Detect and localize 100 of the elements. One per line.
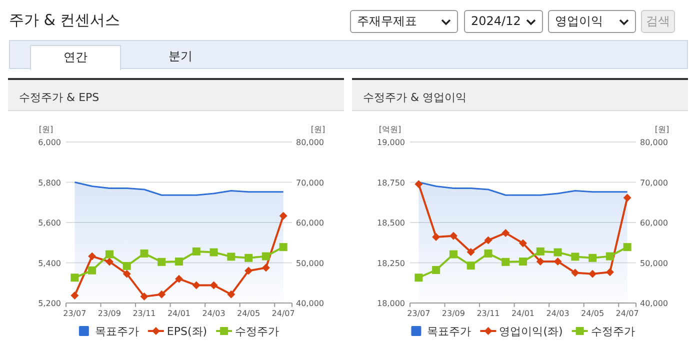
point (122, 262, 131, 270)
point (210, 281, 218, 290)
point (536, 257, 544, 266)
point (432, 232, 440, 241)
legend-label: 목표주가 (427, 325, 472, 338)
point (554, 248, 562, 256)
y-axis-title: [억원] (378, 125, 402, 134)
x-tick-label: 23/07 (63, 309, 86, 318)
point (262, 264, 270, 272)
y2-tick-label: 60,000 (640, 218, 668, 228)
point (88, 266, 96, 274)
legend-label: EPS(좌) (166, 325, 208, 338)
point (279, 243, 288, 252)
point (484, 236, 492, 244)
legend-label: 수정주가 (590, 325, 635, 338)
x-tick-label: 23/07 (407, 309, 430, 318)
x-tick-label: 24/03 (202, 309, 226, 318)
point (449, 250, 458, 258)
y2-tick-label: 60,000 (296, 218, 324, 228)
legend-label: 목표주가 (94, 325, 139, 338)
point (105, 250, 114, 258)
chart-title: 수정주가 & EPS (19, 90, 100, 105)
point (588, 254, 597, 262)
point (554, 257, 562, 266)
y-tick-label: 19,000 (377, 138, 405, 147)
y-tick-label: 18,250 (377, 258, 405, 268)
point (571, 268, 580, 277)
point (210, 248, 218, 256)
text: 검색 (641, 10, 675, 33)
point (175, 274, 183, 283)
point (279, 212, 288, 220)
point (192, 281, 200, 290)
y2-tick-label: 50,000 (296, 258, 324, 268)
point (70, 292, 79, 300)
point (158, 258, 166, 266)
y-tick-label: 6,000 (38, 138, 61, 147)
y-axis-title: [원] (38, 125, 54, 134)
point (466, 262, 475, 270)
point (244, 254, 253, 262)
point (571, 252, 580, 261)
y2-tick-label: 50,000 (640, 258, 668, 268)
point (140, 249, 148, 258)
text: 2024/12 (464, 10, 543, 33)
point (536, 247, 544, 256)
point (502, 258, 510, 266)
point (105, 258, 114, 266)
point (588, 270, 597, 278)
text: 주재무제표 (350, 10, 458, 33)
point (227, 252, 236, 261)
y-tick-label: 18,500 (377, 218, 405, 228)
x-tick-label: 24/05 (237, 309, 260, 318)
x-tick-label: 24/01 (167, 309, 191, 318)
y-tick-label: 18,000 (377, 299, 405, 308)
y-tick-label: 5,200 (38, 299, 61, 308)
text: 영업이익 (548, 10, 636, 33)
point (227, 290, 236, 298)
y2-axis-title: [원] (310, 125, 326, 134)
point (466, 248, 475, 256)
point (502, 228, 510, 237)
y-tick-label: 5,400 (38, 258, 61, 268)
legend-label: 영업이익(좌) (499, 325, 563, 338)
point (519, 239, 527, 248)
text: 주가 & 컨센서스 (9, 11, 120, 30)
y2-tick-label: 70,000 (640, 178, 668, 188)
text: 연간 (30, 45, 121, 70)
point (158, 290, 166, 298)
point (140, 292, 148, 301)
y2-tick-label: 40,000 (296, 299, 324, 308)
y-tick-label: 5,600 (38, 218, 61, 228)
point (122, 270, 131, 278)
point (432, 266, 440, 274)
y2-tick-label: 80,000 (296, 138, 324, 147)
point (606, 252, 614, 260)
point (262, 252, 270, 260)
y2-tick-label: 80,000 (640, 138, 668, 147)
point (414, 180, 423, 188)
text: 분기 (168, 48, 194, 65)
x-tick-label: 23/11 (132, 309, 156, 318)
y-tick-label: 18,750 (377, 178, 405, 188)
point (484, 249, 492, 258)
y2-tick-label: 40,000 (640, 299, 668, 308)
legend-label: 수정주가 (235, 325, 280, 338)
x-tick-label: 23/11 (476, 309, 500, 318)
chart-title: 수정주가 & 영업이익 (363, 90, 467, 105)
y-tick-label: 5,800 (38, 178, 61, 188)
point (449, 232, 458, 240)
point (606, 268, 614, 276)
x-tick-label: 23/09 (442, 309, 465, 318)
point (244, 266, 253, 275)
point (414, 274, 423, 282)
point (623, 194, 632, 202)
x-tick-label: 24/07 (272, 309, 295, 318)
x-tick-label: 24/05 (581, 309, 604, 318)
x-tick-label: 24/07 (616, 309, 639, 318)
x-tick-label: 24/03 (546, 309, 570, 318)
point (519, 258, 527, 266)
y2-tick-label: 70,000 (296, 178, 324, 188)
x-tick-label: 23/09 (98, 309, 121, 318)
point (623, 243, 632, 252)
y2-axis-title: [원] (654, 125, 670, 134)
